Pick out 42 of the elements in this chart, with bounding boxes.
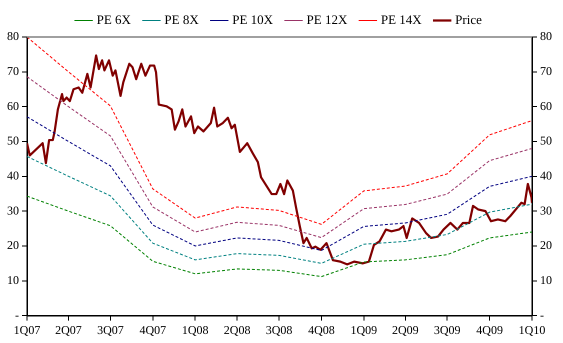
legend-label: PE 6X [96,12,132,27]
y-tick-label: 10 [7,272,19,287]
y-tick-label: 50 [7,134,19,148]
x-tick-label: 4Q08 [308,322,335,337]
y-tick-label: 70 [7,64,19,78]
legend-label: PE 8X [164,12,200,27]
y2-tick-label: 20 [540,238,552,252]
x-tick-label: 1Q07 [14,322,40,337]
x-tick-label: 3Q08 [266,322,292,337]
x-tick-label: 1Q08 [182,322,209,337]
y-tick-label: - [15,308,19,322]
x-tick-label: 3Q07 [97,322,124,337]
y-tick-label: 80 [7,29,19,44]
legend-label: Price [455,12,482,27]
legend-label: PE 10X [232,12,274,27]
y2-tick-label: 10 [540,272,552,287]
y2-tick-label: - [540,308,544,322]
x-tick-label: 4Q09 [476,322,503,337]
y2-tick-label: 30 [540,203,552,218]
y2-tick-label: 50 [540,134,552,148]
x-tick-label: 2Q07 [55,322,82,337]
x-tick-label: 3Q09 [434,322,461,337]
line-series [27,76,532,238]
x-tick-label: 2Q08 [224,322,250,337]
y2-tick-label: 70 [540,64,552,78]
y2-tick-label: 80 [540,29,552,44]
y2-tick-label: 40 [540,168,552,182]
x-tick-label: 4Q07 [139,322,166,337]
x-tick-label: 2Q09 [392,322,419,337]
y-tick-label: 30 [7,203,19,218]
y-tick-label: 60 [7,98,19,113]
line-series [27,156,532,264]
legend-label: PE 14X [380,12,422,27]
line-series [27,37,532,225]
line-series [27,116,532,251]
x-tick-label: 1Q10 [518,322,546,337]
legend-label: PE 12X [306,12,348,27]
y-tick-label: 40 [7,168,19,182]
y2-tick-label: 60 [540,98,552,113]
line-series [27,196,532,278]
y-tick-label: 20 [7,238,19,252]
x-tick-label: 1Q09 [350,322,378,337]
